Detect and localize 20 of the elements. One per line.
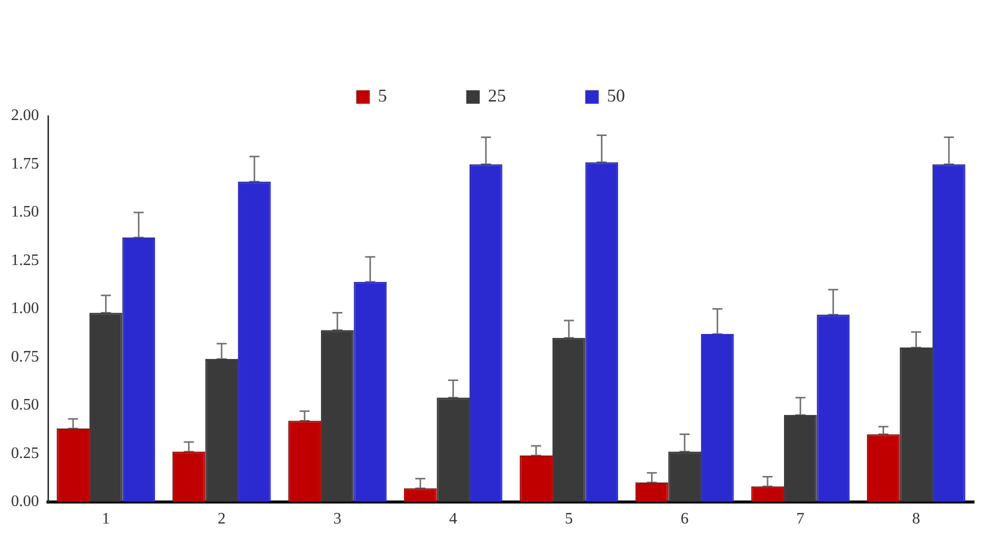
y-tick-label: 0.00: [11, 493, 39, 510]
x-tick-label: 7: [796, 510, 804, 528]
legend-label: 25: [488, 86, 506, 106]
y-tick-label: 0.75: [11, 348, 39, 366]
x-tick-label: 2: [218, 510, 226, 528]
x-tick-label: 4: [449, 510, 458, 528]
legend-label: 5: [378, 86, 387, 106]
y-tick-label: 0.25: [11, 444, 39, 462]
y-tick-label: 1.75: [11, 155, 39, 172]
y-tick-label: 1.25: [11, 252, 39, 269]
y-tick-label: 0.50: [11, 396, 39, 414]
y-tick-label: 1.50: [11, 204, 39, 221]
legend-label: 50: [607, 86, 625, 106]
y-tick-label: 1.00: [11, 300, 39, 318]
x-tick-label: 3: [333, 510, 342, 528]
x-tick-label: 5: [564, 510, 573, 528]
x-tick-label: 6: [680, 510, 689, 528]
x-tick-label: 8: [912, 510, 920, 528]
y-tick-label: 2.00: [11, 107, 39, 124]
x-tick-label: 1: [102, 510, 110, 528]
